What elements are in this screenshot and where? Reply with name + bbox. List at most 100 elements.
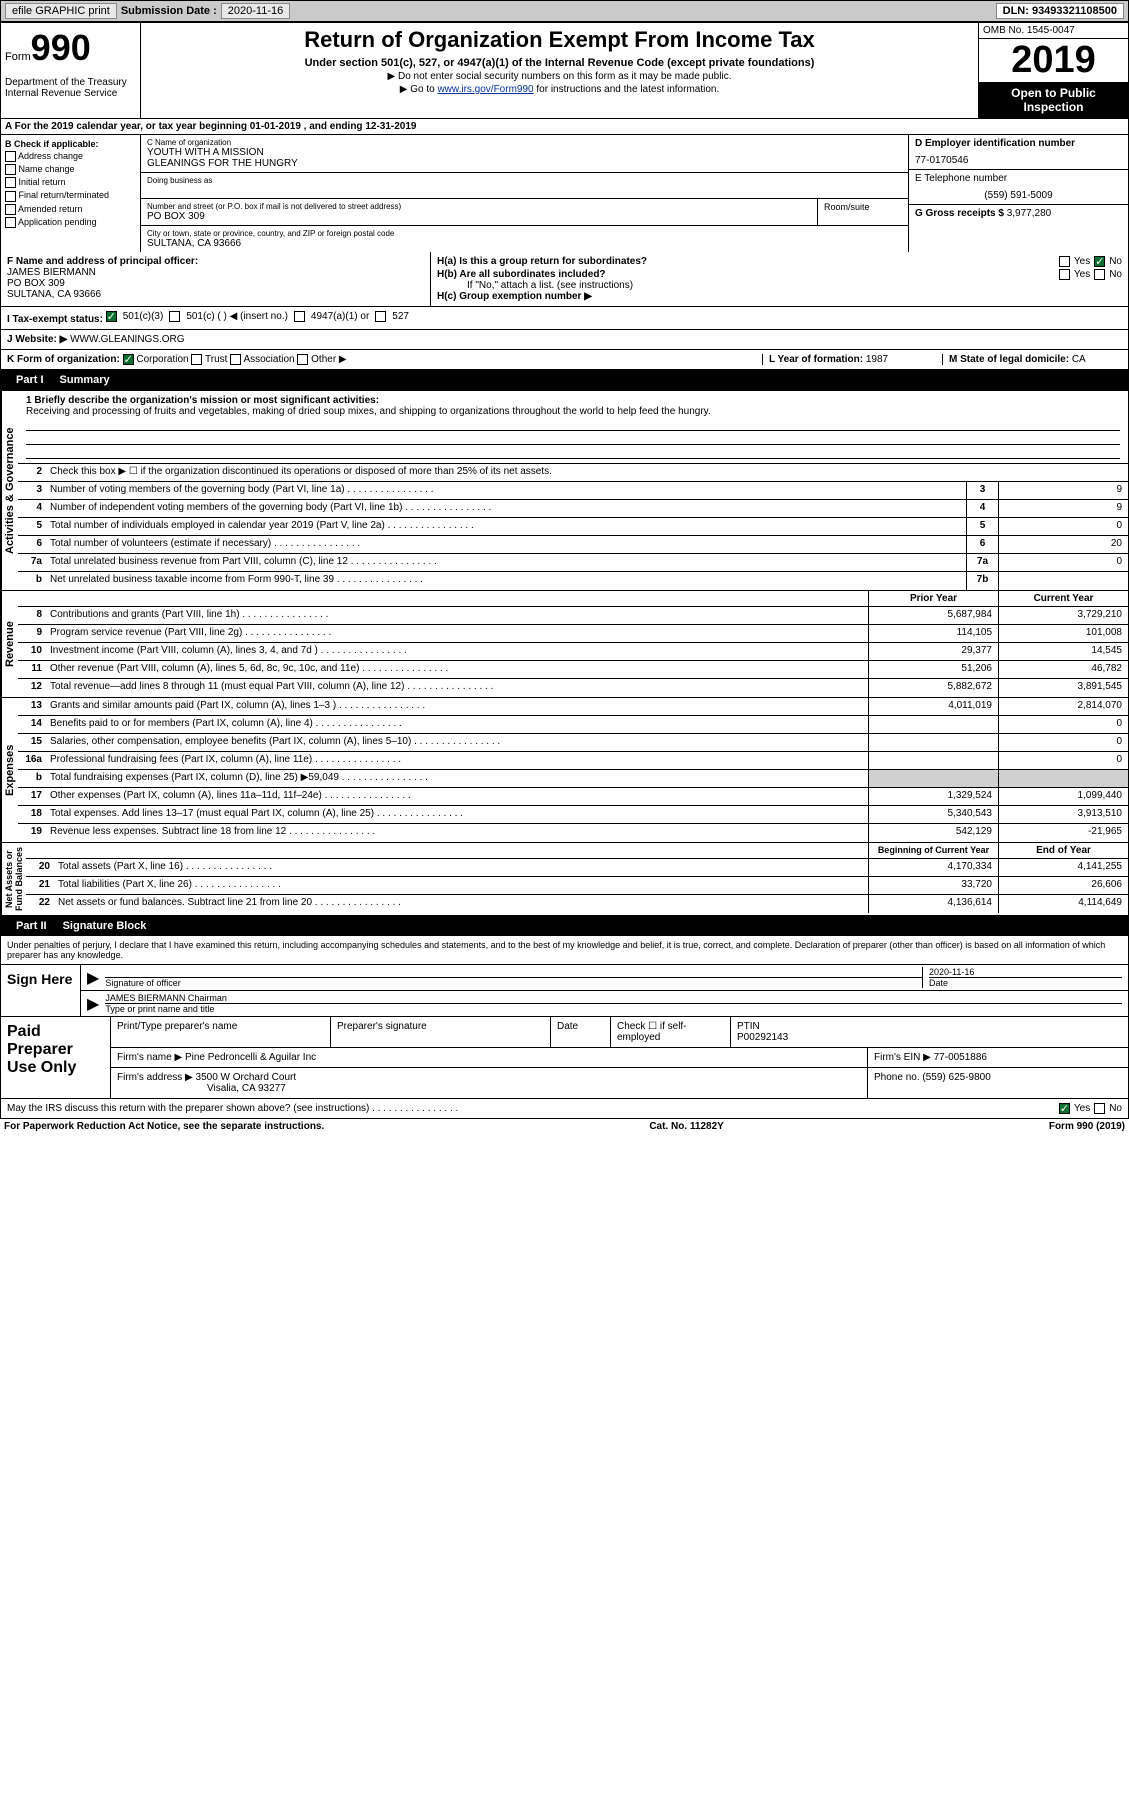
label-revenue: Revenue <box>1 591 18 697</box>
line-20: 20 Total assets (Part X, line 16) 4,170,… <box>26 859 1128 877</box>
officer-addr1: PO BOX 309 <box>7 278 424 289</box>
chk-4947[interactable] <box>294 311 305 322</box>
firm-ein-value: 77-0051886 <box>934 1052 987 1063</box>
col-h-group: H(a) Is this a group return for subordin… <box>431 252 1128 306</box>
paid-preparer-label: Paid Preparer Use Only <box>1 1017 111 1098</box>
row-a-tax-year: A For the 2019 calendar year, or tax yea… <box>0 119 1129 135</box>
dba-label: Doing business as <box>147 176 902 185</box>
signature-declaration: Under penalties of perjury, I declare th… <box>0 936 1129 964</box>
mission-label: 1 Briefly describe the organization's mi… <box>26 395 379 406</box>
line-2: 2Check this box ▶ ☐ if the organization … <box>18 464 1128 482</box>
line-6: 6 Total number of volunteers (estimate i… <box>18 536 1128 554</box>
line-3: 3 Number of voting members of the govern… <box>18 482 1128 500</box>
summary-expenses: Expenses 13 Grants and similar amounts p… <box>0 698 1129 843</box>
phone-value: (559) 625-9800 <box>922 1072 990 1083</box>
label-governance: Activities & Governance <box>1 391 18 590</box>
chk-corporation[interactable] <box>123 354 134 365</box>
col-b-checkboxes: B Check if applicable: Address change Na… <box>1 135 141 252</box>
submission-date[interactable]: 2020-11-16 <box>221 3 290 19</box>
form-title: Return of Organization Exempt From Incom… <box>145 27 974 53</box>
gross-value: 3,977,280 <box>1007 208 1052 219</box>
summary-netassets: Net Assets orFund Balances Beginning of … <box>0 843 1129 916</box>
line-9: 9 Program service revenue (Part VIII, li… <box>18 625 1128 643</box>
prep-sig-label: Preparer's signature <box>331 1017 551 1047</box>
chk-other[interactable] <box>297 354 308 365</box>
col-b-label: B Check if applicable: <box>5 139 136 149</box>
form-subtitle: Under section 501(c), 527, or 4947(a)(1)… <box>145 57 974 69</box>
summary-revenue: Revenue Prior Year Current Year 8 Contri… <box>0 591 1129 698</box>
tel-value: (559) 591-5009 <box>915 190 1122 201</box>
discuss-yes-no[interactable]: Yes No <box>1059 1103 1122 1114</box>
footer-note: For Paperwork Reduction Act Notice, see … <box>0 1119 1129 1134</box>
label-netassets: Net Assets orFund Balances <box>1 843 26 915</box>
firm-addr2: Visalia, CA 93277 <box>207 1083 286 1094</box>
bcy-eoy-header: Beginning of Current Year End of Year <box>26 843 1128 859</box>
col-d-ein-tel: D Employer identification number 77-0170… <box>908 135 1128 252</box>
street-addr-cell: Number and street (or P.O. box if mail i… <box>141 199 818 225</box>
firm-name-label: Firm's name ▶ <box>117 1052 182 1063</box>
chk-final-return[interactable]: Final return/terminated <box>5 190 136 201</box>
prep-check-label: Check ☐ if self-employed <box>611 1017 731 1047</box>
line-21: 21 Total liabilities (Part X, line 26) 3… <box>26 877 1128 895</box>
part-ii-header: Part IISignature Block <box>0 916 1129 936</box>
cat-no: Cat. No. 11282Y <box>649 1121 723 1132</box>
officer-name: JAMES BIERMANN <box>7 267 424 278</box>
top-bar: efile GRAPHIC print Submission Date : 20… <box>0 0 1129 22</box>
pra-notice: For Paperwork Reduction Act Notice, see … <box>4 1121 324 1132</box>
chk-527[interactable] <box>375 311 386 322</box>
firm-addr-label: Firm's address ▶ <box>117 1072 193 1083</box>
hint-pre: ▶ Go to <box>400 84 438 95</box>
efile-button[interactable]: efile GRAPHIC print <box>5 3 117 19</box>
chk-501c[interactable] <box>169 311 180 322</box>
hc-row: H(c) Group exemption number ▶ <box>437 291 1122 302</box>
arrow-icon: ▶ <box>87 994 99 1014</box>
sign-here-section: Sign Here ▶ Signature of officer 2020-11… <box>0 964 1129 1017</box>
city-cell: City or town, state or province, country… <box>141 226 908 252</box>
chk-application-pending[interactable]: Application pending <box>5 217 136 228</box>
chk-amended-return[interactable]: Amended return <box>5 204 136 215</box>
form990-link[interactable]: www.irs.gov/Form990 <box>437 84 533 95</box>
line-b: b Total fundraising expenses (Part IX, c… <box>18 770 1128 788</box>
phone-label: Phone no. <box>874 1072 920 1083</box>
room-suite-cell: Room/suite <box>818 199 908 225</box>
website-value: WWW.GLEANINGS.ORG <box>70 334 184 345</box>
line-b: b Net unrelated business taxable income … <box>18 572 1128 590</box>
py-cy-header: Prior Year Current Year <box>18 591 1128 607</box>
line-8: 8 Contributions and grants (Part VIII, l… <box>18 607 1128 625</box>
ein-value: 77-0170546 <box>915 155 1122 166</box>
open-inspection: Open to Public Inspection <box>979 82 1128 118</box>
row-j-website: J Website: ▶ WWW.GLEANINGS.ORG <box>0 330 1129 350</box>
form-number: 990 <box>31 27 91 68</box>
chk-501c3[interactable] <box>106 311 117 322</box>
arrow-icon: ▶ <box>87 968 99 988</box>
line-19: 19 Revenue less expenses. Subtract line … <box>18 824 1128 842</box>
chk-name-change[interactable]: Name change <box>5 164 136 175</box>
street-addr-row: Number and street (or P.O. box if mail i… <box>141 199 908 226</box>
line-17: 17 Other expenses (Part IX, column (A), … <box>18 788 1128 806</box>
row-fgh: F Name and address of principal officer:… <box>0 252 1129 307</box>
prep-name-label: Print/Type preparer's name <box>111 1017 331 1047</box>
tel-label: E Telephone number <box>915 173 1122 184</box>
tax-status-line: I Tax-exempt status: 501(c)(3) 501(c) ( … <box>7 311 1122 325</box>
line-10: 10 Investment income (Part VIII, column … <box>18 643 1128 661</box>
omb-number: OMB No. 1545-0047 <box>979 23 1128 39</box>
org-name-2: GLEANINGS FOR THE HUNGRY <box>147 158 902 169</box>
year-formation: L Year of formation: 1987 <box>762 354 942 365</box>
chk-trust[interactable] <box>191 354 202 365</box>
dln: DLN: 93493321108500 <box>996 3 1124 19</box>
website-label: J Website: ▶ <box>7 334 67 345</box>
hb-row: H(b) Are all subordinates included? Yes … <box>437 269 1122 280</box>
chk-address-change[interactable]: Address change <box>5 151 136 162</box>
chk-initial-return[interactable]: Initial return <box>5 177 136 188</box>
discuss-row: May the IRS discuss this return with the… <box>0 1099 1129 1119</box>
form-ref: Form 990 (2019) <box>1049 1121 1125 1132</box>
sig-officer-row: ▶ Signature of officer 2020-11-16Date <box>81 965 1128 991</box>
chk-association[interactable] <box>230 354 241 365</box>
form-header: Form990 Department of the Treasury Inter… <box>0 22 1129 119</box>
gross-cell: G Gross receipts $ 3,977,280 <box>909 205 1128 222</box>
street-addr: PO BOX 309 <box>147 211 811 222</box>
ptin-label: PTIN <box>737 1021 760 1032</box>
row-i-tax-status: I Tax-exempt status: 501(c)(3) 501(c) ( … <box>0 307 1129 330</box>
firm-name-value: Pine Pedroncelli & Aguilar Inc <box>185 1052 316 1063</box>
org-name-label: C Name of organization <box>147 138 902 147</box>
